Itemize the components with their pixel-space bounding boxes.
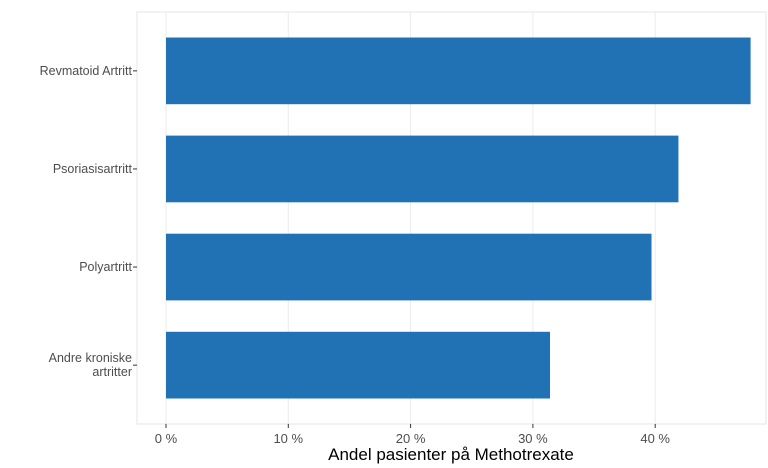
bar	[165, 331, 551, 399]
x-tick-label: 0 %	[155, 431, 178, 446]
bar	[165, 233, 652, 301]
bar	[165, 135, 679, 203]
x-tick-label: 40 %	[640, 431, 670, 446]
bar	[165, 37, 751, 105]
x-tick-label: 30 %	[518, 431, 548, 446]
y-tick-label: Polyartritt	[79, 260, 132, 275]
x-axis-title: Andel pasienter på Methotrexate	[328, 445, 574, 464]
x-tick-label: 10 %	[273, 431, 303, 446]
y-tick-label: Revmatoid Artritt	[39, 63, 132, 78]
y-tick-label: Andre kroniske artritter	[48, 351, 132, 380]
y-tick-label: Psoriasisartritt	[52, 161, 132, 176]
x-tick-label: 20 %	[396, 431, 426, 446]
